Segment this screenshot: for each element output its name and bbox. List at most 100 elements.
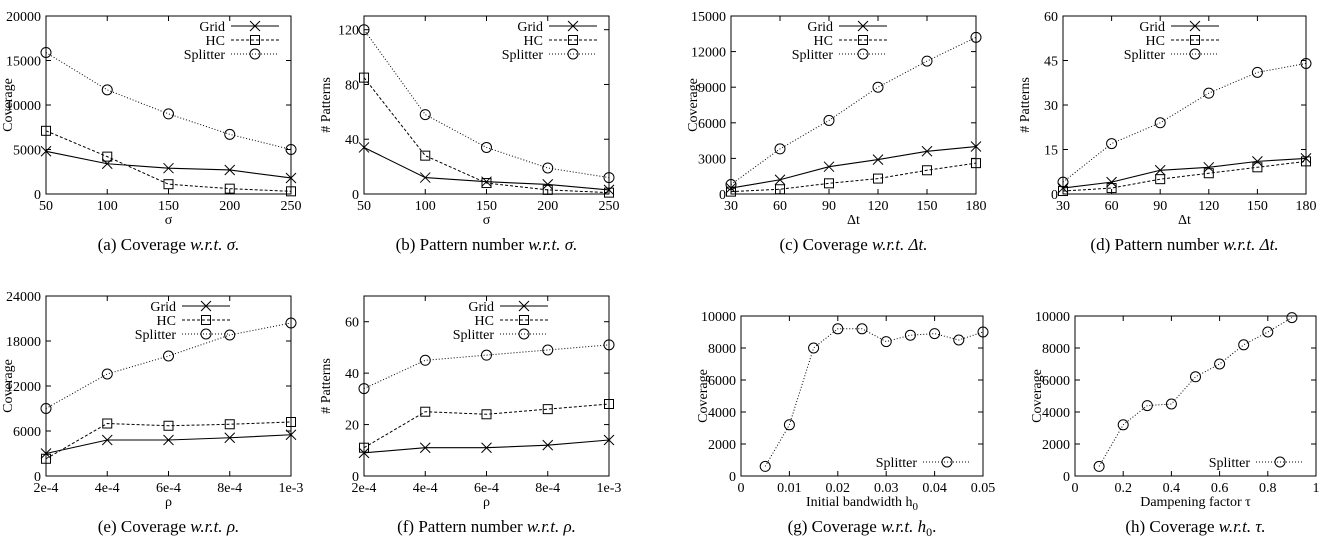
y-tick-label: 0 (34, 188, 41, 203)
series-hc (41, 417, 296, 464)
data-point-splitter (880, 336, 892, 348)
series-line-hc (45, 421, 292, 460)
legend-marker-grid (518, 300, 530, 312)
x-tick-label: 1 (1313, 481, 1320, 496)
y-tick-label: 4000 (708, 406, 736, 421)
data-point-splitter (224, 128, 236, 140)
data-point-splitter (542, 162, 554, 174)
series-splitter (40, 317, 297, 414)
y-tick-label: 18000 (6, 335, 41, 350)
data-point-hc (102, 418, 113, 429)
series-line-splitter (764, 328, 984, 467)
series-grid (725, 141, 982, 194)
panel-f: 0 20 40 60 2e-4 4e-4 6e-4 8e-4 1e-3 # Patterns ρ Gr… (319, 295, 621, 536)
y-tick-label: 6000 (1042, 374, 1070, 389)
data-point-grid (1203, 161, 1215, 173)
data-point-hc (726, 186, 736, 197)
data-point-splitter (1238, 339, 1250, 351)
data-point-grid (970, 141, 982, 152)
data-point-hc (359, 72, 369, 83)
data-point-splitter (759, 460, 771, 472)
data-point-grid (725, 182, 737, 194)
y-tick-label: 60 (1044, 10, 1058, 25)
y-tick-label: 0 (719, 188, 726, 203)
y-tick-label: 40 (345, 367, 359, 382)
data-point-splitter (285, 144, 297, 155)
x-tick-label: 180 (1296, 199, 1317, 214)
data-point-grid (774, 174, 786, 186)
data-point-splitter (929, 328, 941, 340)
panel-caption: (c) Coverage w.r.t. Δt. (779, 235, 927, 254)
series-hc (41, 125, 296, 197)
y-tick-label: 40 (345, 133, 359, 148)
legend-marker-splitter (249, 48, 261, 60)
legend-marker-splitter (857, 48, 869, 60)
data-point-splitter (101, 368, 113, 380)
y-tick-label: 5000 (13, 144, 41, 159)
x-tick-label: 0.04 (922, 481, 947, 496)
data-point-hc (224, 419, 235, 430)
legend-marker-grid (857, 20, 869, 32)
series-grid (40, 145, 297, 184)
series-line-hc (363, 403, 610, 449)
data-point-splitter (1093, 460, 1105, 472)
data-point-hc (873, 173, 883, 184)
data-point-splitter (808, 342, 820, 354)
legend-label-hc: HC (814, 34, 833, 49)
legend-marker-grid (1189, 20, 1201, 32)
legend-label-hc: HC (157, 314, 176, 329)
plot-frame (1062, 15, 1307, 195)
y-tick-label: 45 (1044, 55, 1058, 70)
data-point-hc (420, 150, 431, 161)
y-tick-label: 8000 (1042, 342, 1070, 357)
x-tick-label: 2e-4 (352, 481, 377, 496)
data-point-hc (102, 151, 113, 162)
data-point-splitter (1117, 419, 1129, 431)
y-axis-label: Coverage (1, 78, 16, 132)
x-tick-label: 8e-4 (535, 481, 560, 496)
y-tick-label: 10000 (1035, 310, 1070, 325)
x-tick-label: 120 (868, 199, 889, 214)
series-line-splitter (1062, 62, 1307, 183)
x-tick-label: 1e-3 (279, 481, 304, 496)
data-point-splitter (285, 317, 297, 329)
x-axis-label: Dampening factor τ (1140, 495, 1251, 510)
data-point-splitter (921, 55, 933, 67)
series-line-hc (1062, 160, 1307, 192)
data-point-splitter (163, 350, 174, 362)
y-tick-label: 0 (352, 188, 359, 203)
data-point-grid (101, 158, 113, 170)
x-tick-label: 150 (917, 199, 938, 214)
x-tick-label: 90 (822, 199, 836, 214)
data-point-splitter (481, 349, 492, 361)
y-tick-label: 20 (345, 419, 359, 434)
data-point-splitter (358, 383, 370, 395)
data-point-splitter (603, 172, 615, 184)
data-point-splitter (1286, 312, 1298, 324)
series-line-grid (730, 145, 977, 189)
data-point-hc (224, 183, 235, 194)
data-point-hc (604, 399, 614, 409)
y-tick-label: 3000 (698, 152, 726, 167)
y-tick-label: 12000 (691, 46, 726, 61)
data-point-splitter (1251, 66, 1263, 78)
data-point-grid (872, 154, 884, 165)
x-tick-label: 0.02 (826, 481, 851, 496)
data-point-splitter (542, 344, 554, 356)
y-tick-label: 0 (729, 470, 736, 485)
y-tick-label: 2000 (1042, 438, 1070, 453)
data-point-splitter (40, 46, 52, 58)
data-point-hc (1203, 168, 1214, 179)
data-point-hc (1058, 186, 1068, 197)
data-point-hc (286, 186, 296, 197)
x-tick-label: 100 (97, 199, 118, 214)
data-point-grid (163, 434, 174, 446)
series-grid (358, 434, 615, 459)
data-point-splitter (419, 109, 431, 121)
x-tick-label: 30 (1056, 199, 1070, 214)
data-point-grid (921, 145, 933, 157)
x-tick-label: 60 (773, 199, 787, 214)
